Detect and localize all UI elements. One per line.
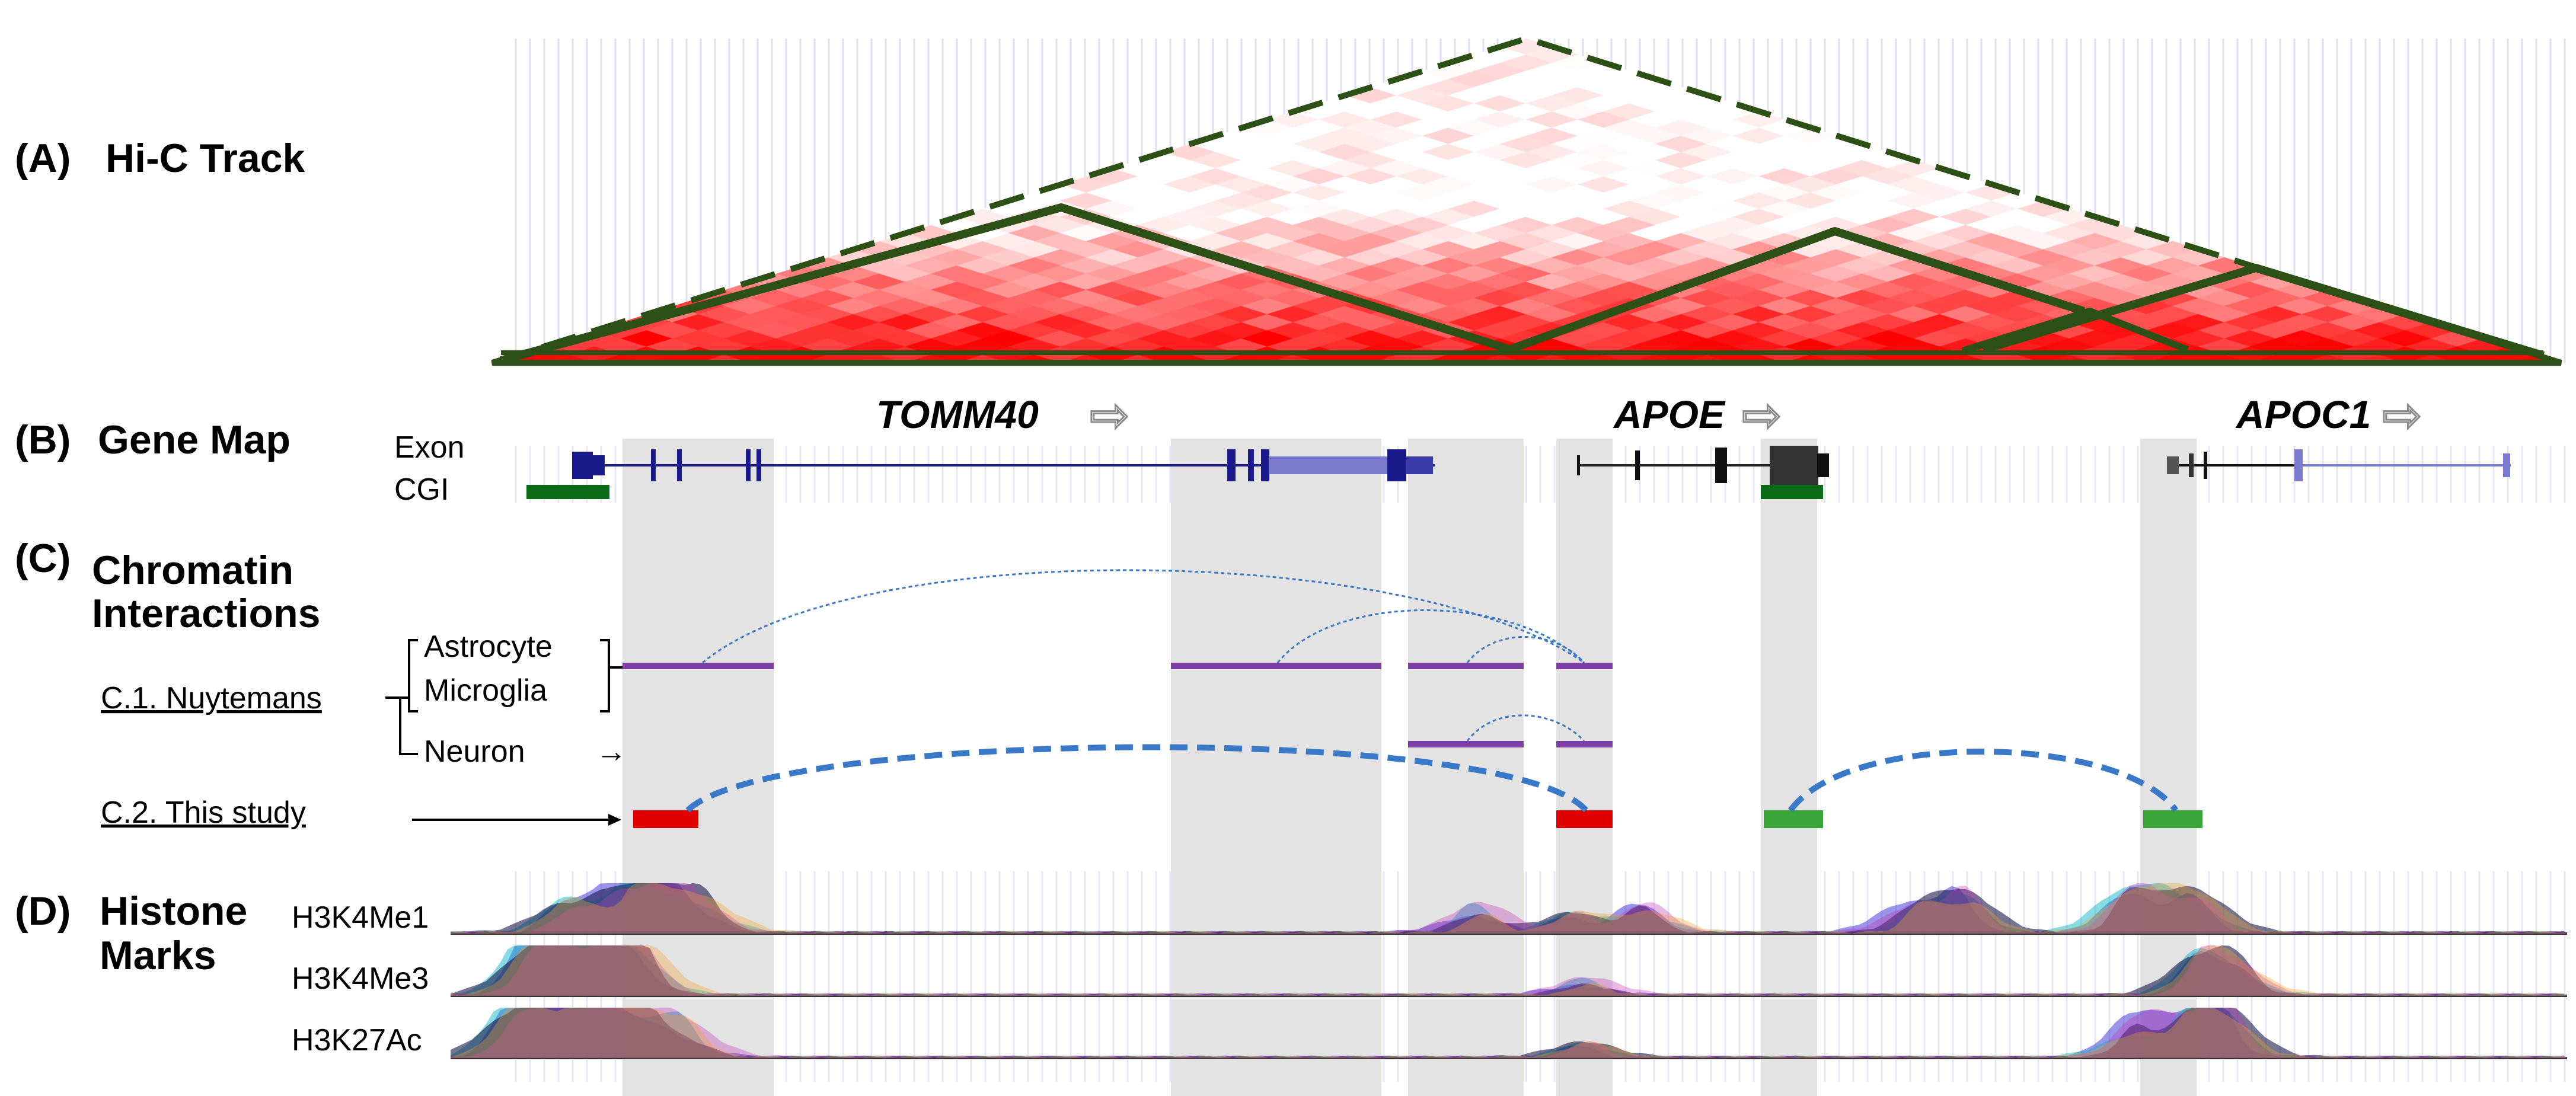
cgi-bar xyxy=(526,485,609,499)
section-a-title: Hi-C Track xyxy=(106,136,305,181)
apoe-gene-model xyxy=(1577,446,1829,485)
interaction-bar xyxy=(1171,663,1381,669)
highlight-column xyxy=(2140,439,2197,1096)
celltype-microglia: Microglia xyxy=(424,673,547,708)
histone-signal xyxy=(451,883,2567,934)
study-anchor-green xyxy=(2143,810,2202,828)
histone-signal xyxy=(451,1008,2567,1058)
strand-arrow-apoc1: ⇨ xyxy=(2382,388,2422,443)
row-label-exon: Exon xyxy=(394,430,465,465)
strand-arrow-apoe: ⇨ xyxy=(1742,388,1782,443)
interaction-arc xyxy=(1466,636,1585,664)
study-anchor-red xyxy=(633,810,698,828)
interaction-arc xyxy=(1466,714,1585,742)
row-label-cgi: CGI xyxy=(394,472,449,507)
interaction-bar xyxy=(1408,663,1524,669)
track-label-h3k27ac: H3K27Ac xyxy=(292,1023,422,1057)
celltype-neuron: Neuron xyxy=(424,734,525,769)
celltype-bracket-right xyxy=(600,639,610,712)
tad-right xyxy=(1981,264,2545,360)
tad-middle xyxy=(1504,227,2086,355)
histone-signal xyxy=(451,1008,2567,1058)
study-arc-red xyxy=(685,744,1588,813)
histone-signal xyxy=(451,945,2567,996)
study-arc-green xyxy=(1787,748,2179,812)
interaction-bar xyxy=(1556,663,1613,669)
track-label-h3k4me1: H3K4Me1 xyxy=(292,900,429,935)
highlight-column xyxy=(1408,439,1524,1096)
histone-signal xyxy=(451,883,2567,934)
section-d-title-line1: Histone xyxy=(100,889,247,934)
section-c-title-line1: Chromatin xyxy=(92,548,293,593)
study-anchor-red xyxy=(1556,810,1613,828)
section-d-title-line2: Marks xyxy=(100,933,216,978)
tad-left xyxy=(500,203,1517,365)
section-a-letter: (A) xyxy=(15,136,71,181)
histone-signal xyxy=(451,945,2567,996)
cgi-bar xyxy=(1761,485,1823,499)
neuron-connector xyxy=(399,698,418,755)
gene-label-tomm40: TOMM40 xyxy=(876,392,1039,436)
track-label-h3k4me3: H3K4Me3 xyxy=(292,961,429,996)
apoc1-gene-model xyxy=(2167,449,2511,481)
highlight-column xyxy=(1761,439,1817,1096)
hic-outer-tad-dashed xyxy=(491,35,2562,366)
study-arrow-head xyxy=(608,814,621,826)
gene-label-apoe: APOE xyxy=(1613,392,1726,436)
histone-tracks: H3K4Me1 H3K4Me3 H3K27Ac xyxy=(292,883,2567,1059)
histone-signal xyxy=(451,1008,2567,1058)
highlight-column xyxy=(1171,439,1381,1096)
section-b-letter: (B) xyxy=(15,417,71,462)
strand-arrow-tomm40: ⇨ xyxy=(1090,388,1129,443)
chromatin-interactions: Astrocyte Microglia Neuron → C.1. Nuytem… xyxy=(101,569,2202,830)
interaction-bar xyxy=(1556,741,1613,747)
gene-map: TOMM40 ⇨ APOE ⇨ APOC1 ⇨ Exon CGI xyxy=(394,387,2511,507)
interaction-arc xyxy=(702,569,1585,664)
gene-label-apoc1: APOC1 xyxy=(2235,392,2371,436)
study-anchor-green xyxy=(1764,810,1823,828)
section-d-letter: (D) xyxy=(15,889,71,934)
highlight-columns xyxy=(623,439,2197,1096)
histone-signal xyxy=(451,945,2567,996)
study-label: C.2. This study xyxy=(101,795,306,830)
tad-small xyxy=(1961,308,2189,354)
section-c-title-line2: Interactions xyxy=(92,591,320,636)
section-c-letter: (C) xyxy=(15,536,71,581)
interaction-arc xyxy=(1276,609,1585,664)
neuron-arrow: → xyxy=(596,734,627,769)
highlight-column xyxy=(623,439,774,1096)
celltype-bracket-left xyxy=(408,639,418,712)
section-b-title: Gene Map xyxy=(98,417,291,462)
nuytemans-label: C.1. Nuytemans xyxy=(101,681,322,715)
histone-signal xyxy=(451,883,2567,934)
interaction-bar xyxy=(623,663,774,669)
highlight-column xyxy=(1556,439,1613,1096)
tomm40-gene-model xyxy=(572,449,1435,481)
celltype-astrocyte: Astrocyte xyxy=(424,630,553,664)
interaction-bar xyxy=(1408,741,1524,747)
